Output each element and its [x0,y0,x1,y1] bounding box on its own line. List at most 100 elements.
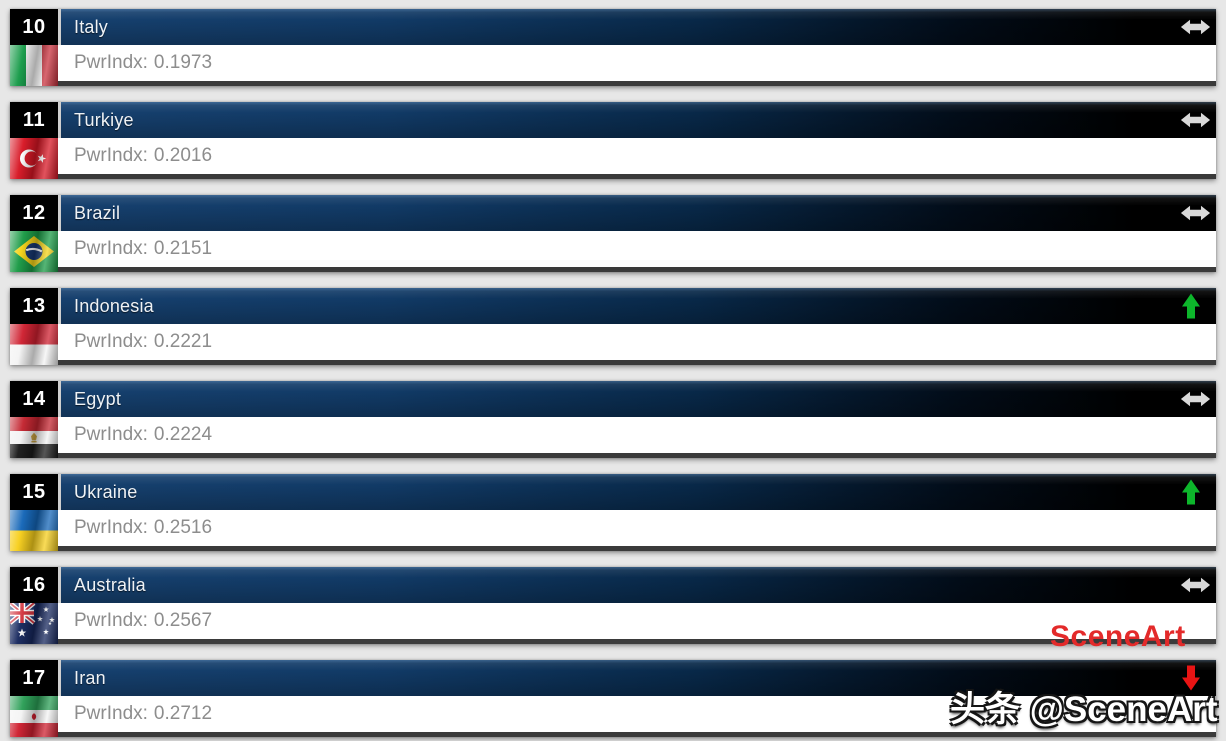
pwrindx-value: 0.2221 [153,331,213,352]
up-arrow-icon [1182,293,1200,319]
pwrindx-label: PwrIndx: [74,610,148,631]
rank-column: 14 [10,381,58,458]
pwrindx-label: PwrIndx: [74,145,148,166]
pwrindx-value: 0.2224 [153,424,213,445]
steady-arrow-icon [1180,205,1211,221]
ranking-row[interactable]: 11 Turkiye [10,102,1216,179]
indonesia-flag-icon [10,324,58,365]
ranking-row[interactable]: 15 Ukraine PwrIndx: [10,474,1216,551]
trend-icon [1180,205,1211,222]
country-name: Egypt [74,388,122,409]
pwrindx-label: PwrIndx: [74,331,148,352]
country-name: Indonesia [74,295,154,316]
rank-number: 16 [10,567,58,603]
military-power-ranking-list: 10 Italy PwrIndx: [10,9,1216,741]
country-name: Ukraine [74,481,138,502]
country-bar[interactable]: Indonesia [58,288,1216,324]
steady-arrow-icon [1180,112,1211,128]
steady-arrow-icon [1180,391,1211,407]
steady-arrow-icon [1180,19,1211,35]
row-main: Brazil PwrIndx: 0.2151 [58,195,1216,267]
italy-flag-icon [10,45,58,86]
rank-column: 15 [10,474,58,551]
country-bar[interactable]: Iran [58,660,1216,696]
pwrindx: PwrIndx: 0.2016 [58,138,1216,174]
trend-icon [1182,479,1200,505]
pwrindx-value: 0.2016 [153,145,213,166]
rank-column: 11 [10,102,58,179]
country-name: Australia [74,574,146,595]
rank-column: 12 [10,195,58,272]
country-name: Iran [74,667,106,688]
rank-number: 14 [10,381,58,417]
australia-flag-icon [10,603,58,644]
ranking-row[interactable]: 16 [10,567,1216,644]
row-main: Indonesia PwrIndx: 0.2221 [58,288,1216,360]
row-main: Egypt PwrIndx: 0.2224 [58,381,1216,453]
trend-icon [1180,577,1211,594]
rank-column: 17 [10,660,58,737]
egypt-flag-icon [10,417,58,458]
ranking-row[interactable]: 14 Egypt Pwr [10,381,1216,458]
pwrindx: PwrIndx: 0.2224 [58,417,1216,453]
trend-icon [1180,19,1211,36]
rank-number: 11 [10,102,58,138]
pwrindx-value: 0.1973 [153,52,213,73]
down-arrow-icon [1182,665,1200,691]
country-bar[interactable]: Italy [58,9,1216,45]
pwrindx: PwrIndx: 0.2151 [58,231,1216,267]
pwrindx-label: PwrIndx: [74,238,148,259]
country-name: Italy [74,16,109,37]
country-bar[interactable]: Brazil [58,195,1216,231]
pwrindx-value: 0.2567 [153,610,213,631]
trend-icon [1182,665,1200,691]
up-arrow-icon [1182,479,1200,505]
pwrindx-value: 0.2151 [153,238,213,259]
ranking-row[interactable]: 10 Italy PwrIndx: [10,9,1216,86]
pwrindx-value: 0.2516 [153,517,213,538]
country-name: Brazil [74,202,121,223]
rank-column: 13 [10,288,58,365]
rank-number: 17 [10,660,58,696]
row-main: Turkiye PwrIndx: 0.2016 [58,102,1216,174]
pwrindx: PwrIndx: 0.2221 [58,324,1216,360]
country-name: Turkiye [74,109,134,130]
row-main: Iran PwrIndx: 0.2712 [58,660,1216,732]
rank-number: 13 [10,288,58,324]
row-main: Australia PwrIndx: 0.2567 [58,567,1216,639]
country-bar[interactable]: Egypt [58,381,1216,417]
brazil-flag-icon [10,231,58,272]
country-bar[interactable]: Australia [58,567,1216,603]
row-main: Italy PwrIndx: 0.1973 [58,9,1216,81]
ukraine-flag-icon [10,510,58,551]
rank-number: 15 [10,474,58,510]
rank-number: 10 [10,9,58,45]
pwrindx: PwrIndx: 0.2567 [58,603,1216,639]
row-main: Ukraine PwrIndx: 0.2516 [58,474,1216,546]
turkiye-flag-icon [10,138,58,179]
pwrindx: PwrIndx: 0.1973 [58,45,1216,81]
rank-number: 12 [10,195,58,231]
ranking-row[interactable]: 13 Indonesia PwrIndx: [10,288,1216,365]
trend-icon [1180,391,1211,408]
pwrindx: PwrIndx: 0.2712 [58,696,1216,732]
pwrindx-label: PwrIndx: [74,517,148,538]
country-bar[interactable]: Turkiye [58,102,1216,138]
watermark-toutiao-sceneart: 头条 @SceneArt [950,690,1218,729]
ranking-row[interactable]: 17 Iran PwrI [10,660,1216,737]
watermark-sceneart: SceneArt [1050,620,1186,653]
rank-column: 10 [10,9,58,86]
iran-flag-icon [10,696,58,737]
trend-icon [1180,112,1211,129]
pwrindx: PwrIndx: 0.2516 [58,510,1216,546]
steady-arrow-icon [1180,577,1211,593]
trend-icon [1182,293,1200,319]
rank-column: 16 [10,567,58,644]
pwrindx-label: PwrIndx: [74,52,148,73]
pwrindx-value: 0.2712 [153,703,213,724]
pwrindx-label: PwrIndx: [74,424,148,445]
ranking-row[interactable]: 12 Brazil [10,195,1216,272]
country-bar[interactable]: Ukraine [58,474,1216,510]
pwrindx-label: PwrIndx: [74,703,148,724]
